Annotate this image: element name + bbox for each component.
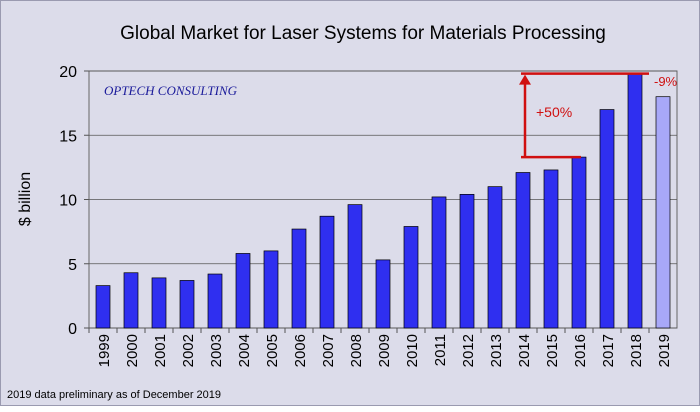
x-tick-label: 2004 [236,334,253,367]
y-tick-label: 10 [59,193,77,210]
bar-2000 [123,272,139,329]
x-tick-label: 2003 [208,334,225,367]
x-tick-label: 2001 [152,334,169,367]
x-tick-label: 2006 [292,334,309,367]
growth-arrow-head [519,74,531,85]
watermark-text: OPTECH CONSULTING [104,83,238,98]
bar-2011 [431,196,447,329]
y-tick-label: 5 [68,257,77,274]
bar-2018 [627,73,643,329]
y-tick-label: 20 [59,64,77,81]
y-axis-label: $ billion [17,172,34,226]
bar-2008 [347,204,363,329]
x-tick-label: 2017 [600,334,617,367]
bar-1999 [95,285,111,329]
bar-2012 [459,194,475,329]
y-tick-label: 15 [59,128,77,145]
x-tick-label: 2018 [628,334,645,367]
x-tick-label: 2011 [432,334,449,366]
x-tick-label: 2010 [404,334,421,367]
x-tick-label: 2002 [180,334,197,367]
x-tick-label: 1999 [96,334,113,367]
growth-annotation: +50% -9% [519,72,678,159]
bar-2009 [375,259,391,329]
y-tick-labels: 0 5 10 15 20 [59,64,77,338]
bar-2007 [319,215,335,329]
x-tick-label: 2013 [488,334,505,367]
bar-2004 [235,253,251,329]
x-tick-label: 2016 [572,334,589,367]
x-tick-label: 2012 [460,334,477,367]
x-tick-labels: 1999 2000 2001 2002 2003 2004 2005 2006 2007 2008… [88,328,673,367]
x-tick-label: 2008 [348,334,365,367]
bar-2017 [599,109,615,329]
bar-2002 [179,280,195,329]
x-tick-label: 2005 [264,334,281,367]
bar-2001 [151,277,167,329]
chart-title: Global Market for Laser Systems for Mate… [120,23,606,44]
x-tick-label: 2015 [544,334,561,367]
bar-2005 [263,250,279,329]
x-tick-label: 2019 [656,334,673,367]
bar-2015 [543,169,559,329]
bar-2003 [207,273,223,329]
y-tick-label: 0 [68,321,77,338]
footnote: 2019 data preliminary as of December 201… [7,389,221,401]
bar-2014 [515,172,531,329]
growth-label: +50% [536,104,572,120]
x-tick-label: 2000 [124,334,141,367]
x-tick-label: 2009 [376,334,393,367]
bar-2019 [655,96,671,329]
decline-label: -9% [654,74,678,89]
bar-2016 [571,156,587,329]
x-tick-label: 2014 [516,334,533,367]
bars [95,73,671,329]
x-tick-label: 2007 [320,334,337,367]
bar-2013 [487,186,503,329]
bar-2006 [291,228,307,329]
bar-2010 [403,226,419,329]
